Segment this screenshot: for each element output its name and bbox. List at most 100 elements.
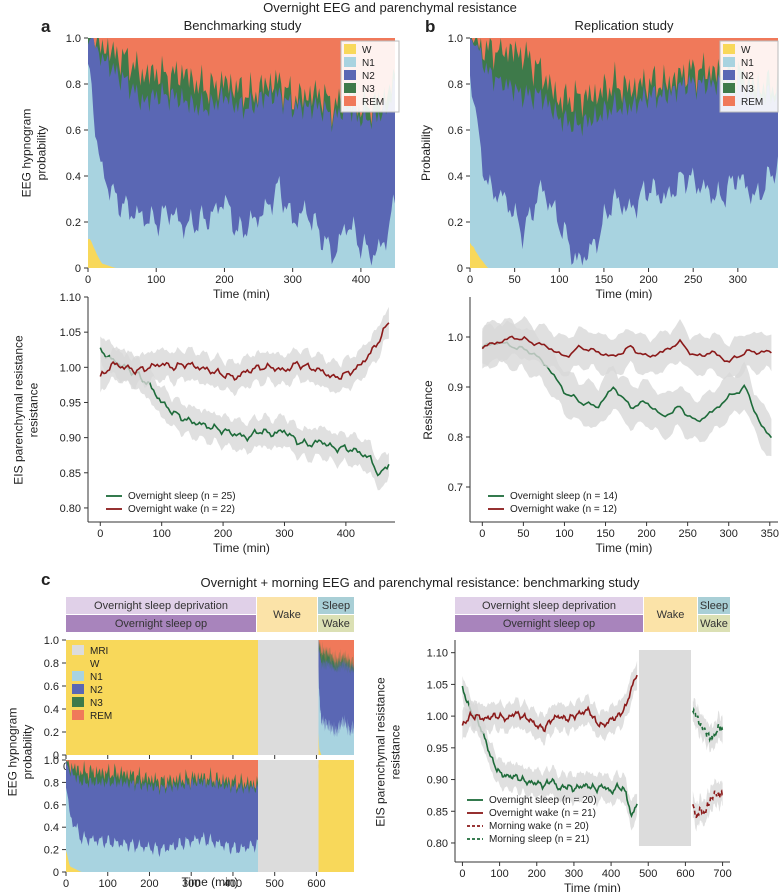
c-res-line-morning-wake (692, 789, 724, 819)
a-res-ytick-label: 1.05 (60, 327, 81, 339)
b-hyp-legend-label-n2: N2 (741, 71, 754, 82)
b-res-ytick-label: 0.9 (448, 382, 463, 394)
c-hyp1-legend-label-rem: REM (90, 711, 112, 722)
c-hyp-ylabel-1: probability (21, 725, 35, 780)
b-res-xtick-label: 150 (596, 528, 614, 540)
c-hyp1-legend-label-mri: MRI (90, 646, 108, 657)
a-hyp-ytick-label: 0.4 (66, 171, 81, 183)
a-hyp-ytick-label: 0.6 (66, 125, 81, 137)
band-right-sleep-op: Overnight sleep op (455, 615, 643, 632)
c-hyp2-ytick-label: 0 (53, 867, 59, 879)
a-res-ytick-label: 1.10 (60, 292, 81, 304)
a-res-ylabel-1: resistance (27, 382, 41, 437)
c-res-ytick-label: 1.05 (427, 679, 448, 691)
b-hyp-ytick-label: 0.8 (448, 79, 463, 91)
a-res-line-overnight-wake (99, 322, 390, 381)
a-hyp-xlabel: Time (min) (213, 287, 270, 301)
study-a-title: Benchmarking study (183, 18, 302, 33)
c-hyp1-ytick-label: 0.6 (44, 681, 59, 693)
panel-c-label: c (41, 570, 51, 589)
c-res-ytick-label: 1.10 (427, 648, 448, 660)
c-res-xtick-label: 100 (490, 868, 508, 880)
c-res-xlabel: Time (min) (564, 881, 621, 892)
b-res-ytick-label: 1.0 (448, 332, 463, 344)
b-hyp-xtick-label: 150 (595, 274, 613, 286)
c-res-ci-1 (462, 660, 638, 746)
a-res-xtick-label: 0 (97, 528, 103, 540)
a-hyp-ylabel-0: EEG hypnogram (20, 109, 34, 198)
c-hyp1-legend-label-n3: N3 (90, 698, 103, 709)
c-hyp2-ytick-label: 1.0 (44, 755, 59, 767)
a-res-ytick-label: 0.90 (60, 433, 81, 445)
c-hyp1-ytick-label: 0.2 (44, 727, 59, 739)
a-hyp-legend-swatch-n2 (344, 70, 356, 80)
c-hyp1-ytick-label: 0.8 (44, 658, 59, 670)
b-hyp-legend-label-n3: N3 (741, 84, 754, 95)
c-hyp2-xtick-label: 0 (63, 878, 69, 890)
c-res-xtick-label: 200 (528, 868, 546, 880)
c-res-legend-label-2: Morning wake (n = 20) (489, 821, 589, 832)
c-hyp1-seg-mri (258, 640, 319, 755)
b-hyp-ytick-label: 0.4 (448, 171, 463, 183)
a-hyp-legend-label-n2: N2 (362, 71, 375, 82)
b-res-line-overnight-wake (481, 335, 772, 363)
c-res-legend-label-3: Morning sleep (n = 21) (489, 834, 589, 845)
c-hyp2-xlabel: Time (min) (182, 875, 239, 889)
a-hyp-xtick-label: 200 (215, 274, 233, 286)
b-res-xtick-label: 0 (479, 528, 485, 540)
a-res-legend-label-0: Overnight sleep (n = 25) (128, 491, 236, 502)
c-res-line-overnight-sleep (461, 685, 638, 819)
b-res-xtick-label: 50 (517, 528, 529, 540)
a-hyp-legend-label-n1: N1 (362, 58, 375, 69)
a-res-ci-1 (100, 306, 389, 397)
a-res-xtick-label: 100 (153, 528, 171, 540)
c-hyp1-seg2-n1-area (318, 665, 354, 755)
b-res-xlabel: Time (min) (596, 541, 653, 555)
b-res-legend-label-0: Overnight sleep (n = 14) (510, 491, 618, 502)
a-res-ci-0 (100, 336, 389, 491)
a-hyp-legend-swatch-n3 (344, 83, 356, 93)
c-hyp1-ytick-label: 1.0 (44, 635, 59, 647)
c-res-ytick-label: 0.95 (427, 743, 448, 755)
c-hyp2-seg-w (318, 760, 354, 872)
a-hyp-legend-label-rem: REM (362, 97, 384, 108)
c-res-mri-block (638, 650, 691, 846)
a-hyp-legend-label-w: W (362, 45, 372, 56)
b-hyp-xtick-label: 50 (509, 274, 521, 286)
band-left-sleep-op: Overnight sleep op (66, 615, 256, 632)
study-b-title: Replication study (574, 18, 674, 33)
c-hyp2-xtick-label: 500 (266, 878, 284, 890)
c-hyp2-xtick-label: 400 (224, 878, 242, 890)
panel-a-label: a (41, 17, 51, 36)
panel-c-title: Overnight + morning EEG and parenchymal … (200, 575, 640, 590)
c-hyp2-xtick-label: 100 (99, 878, 117, 890)
a-res-ytick-label: 1.00 (60, 362, 81, 374)
b-hyp-ytick-label: 0.2 (448, 217, 463, 229)
c-hyp2-ytick-label: 0.8 (44, 777, 59, 789)
a-hyp-ytick-label: 0.8 (66, 79, 81, 91)
c-hyp2-seg-mri (258, 760, 319, 872)
b-hyp-xtick-label: 300 (729, 274, 747, 286)
a-hyp-legend-swatch-rem (344, 96, 356, 106)
a-hyp-xtick-label: 0 (85, 274, 91, 286)
c-res-line-overnight-wake (461, 674, 638, 733)
a-res-legend-label-1: Overnight wake (n = 22) (128, 504, 235, 515)
c-hyp2-xtick-label: 600 (307, 878, 325, 890)
a-hyp-ytick-label: 0.2 (66, 217, 81, 229)
c-hyp1-legend-swatch-n3 (72, 697, 84, 707)
b-res-xtick-label: 200 (637, 528, 655, 540)
b-hyp-ytick-label: 0 (457, 263, 463, 275)
a-hyp-xtick-label: 100 (147, 274, 165, 286)
b-hyp-legend-swatch-n1 (723, 57, 735, 67)
band-right-sleep: Sleep (698, 597, 730, 614)
b-hyp-legend-label-n1: N1 (741, 58, 754, 69)
a-res-ytick-label: 0.80 (60, 503, 81, 515)
a-res-ylabel-0: EIS parenchymal resistance (12, 335, 26, 485)
c-res-xtick-label: 600 (676, 868, 694, 880)
a-res-xtick-label: 300 (275, 528, 293, 540)
c-res-ytick-label: 0.85 (427, 806, 448, 818)
b-hyp-legend-swatch-n3 (723, 83, 735, 93)
panel-b-label: b (425, 17, 436, 36)
c-res-line-morning-sleep (692, 706, 724, 743)
